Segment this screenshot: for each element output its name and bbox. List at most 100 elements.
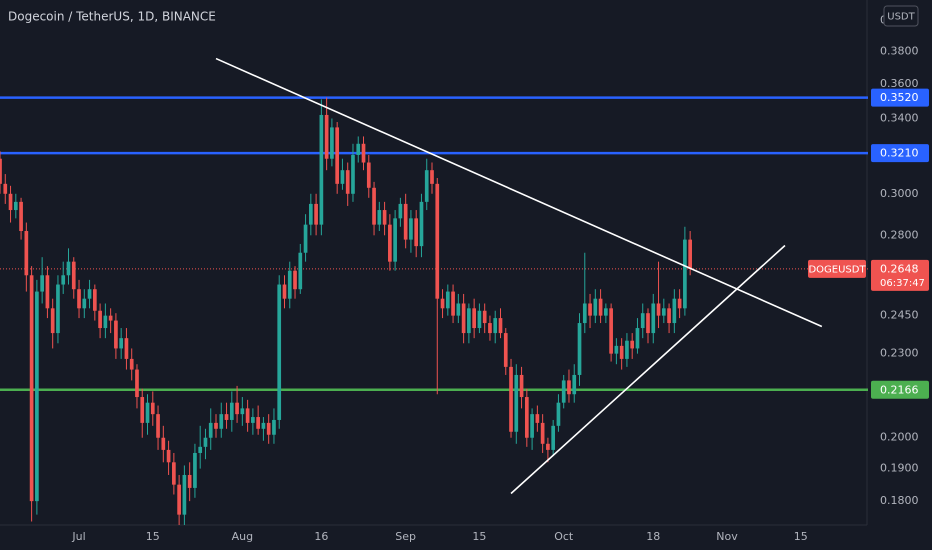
candle-body [135, 369, 139, 398]
candle-body [177, 484, 181, 515]
candle-body [614, 345, 619, 354]
candle-body [556, 402, 561, 426]
candle-body [451, 291, 455, 316]
candle-body [340, 170, 345, 184]
x-tick-label: 16 [314, 530, 328, 543]
candle-body [261, 422, 266, 429]
candle-body [182, 474, 187, 515]
candle-body [403, 203, 408, 240]
candle-body [540, 422, 545, 444]
candle-body [646, 313, 650, 334]
candle-body [419, 201, 424, 247]
candle-body [229, 402, 234, 420]
candle-body [551, 425, 556, 450]
candle-body [519, 374, 524, 398]
candle-body [688, 239, 692, 269]
candle-body [187, 474, 192, 488]
candle-body [77, 289, 81, 309]
candle-body [561, 380, 566, 403]
candle-body [356, 143, 361, 155]
symbol-label-box [808, 259, 866, 278]
candle-body [683, 239, 687, 309]
price-label-box [871, 259, 929, 291]
candle-body [277, 284, 282, 420]
candle-body [245, 408, 250, 423]
x-tick-label: Sep [395, 530, 416, 543]
candle-body [366, 162, 371, 188]
candle-body [577, 323, 582, 375]
candle-body [50, 308, 55, 334]
x-tick-label: Jul [71, 530, 85, 543]
candle-body [372, 187, 376, 225]
x-tick-label: 15 [472, 530, 486, 543]
candle-body [19, 201, 23, 232]
candle-body [488, 323, 492, 334]
candle-body [324, 114, 329, 159]
candle-body [445, 291, 450, 309]
candle-body [35, 291, 39, 502]
x-tick-label: Oct [554, 530, 574, 543]
candle-body [140, 397, 145, 423]
candle-body [29, 275, 34, 502]
candle-body [87, 289, 92, 299]
candle-body [256, 417, 260, 429]
candle-body [156, 414, 160, 438]
level-label: 0.3210 [880, 147, 919, 160]
plot [0, 57, 868, 525]
candle-body [166, 449, 171, 463]
candle-body [224, 414, 229, 420]
y-tick-label: 0.1900 [880, 462, 919, 475]
candle-body [287, 270, 292, 299]
candle-body [567, 380, 571, 395]
candle-body [8, 193, 13, 211]
candle-body [524, 397, 529, 438]
y-tick-label: 0.1800 [880, 494, 919, 507]
candle-body [330, 127, 334, 159]
candle-body [61, 275, 66, 285]
candle-body [208, 422, 213, 438]
x-tick-label: Aug [232, 530, 253, 543]
candle-body [635, 328, 640, 349]
candle-body [630, 340, 635, 349]
candle-body [193, 452, 197, 488]
y-tick-label: 0.3600 [880, 77, 919, 90]
candle-body [172, 462, 176, 485]
candle-body [56, 284, 60, 334]
trend-line [510, 244, 786, 495]
candle-body [514, 374, 519, 432]
candle-body [382, 210, 387, 225]
candle-body [282, 284, 287, 299]
candle-body [98, 310, 102, 329]
level-label: 0.2166 [880, 383, 919, 396]
candle-body [13, 201, 18, 211]
candle-body [219, 414, 224, 429]
y-tick-label: 0.2300 [880, 347, 919, 360]
x-tick-label: 15 [146, 530, 160, 543]
candle-body [45, 275, 50, 309]
candle-body [424, 170, 429, 202]
candle-body [503, 333, 508, 367]
x-tick-label: 15 [794, 530, 808, 543]
candle-body [351, 154, 355, 194]
y-tick-label: 0.3000 [880, 187, 919, 200]
candle-body [619, 345, 624, 359]
candle-body [235, 402, 239, 415]
candle-body [414, 218, 419, 247]
candle-body [409, 218, 413, 240]
candle-body [272, 419, 276, 435]
candle-body [71, 261, 76, 290]
candle-body [672, 298, 677, 324]
candle-body [677, 298, 682, 309]
candle-body [604, 308, 608, 316]
candle-body [198, 446, 203, 453]
y-tick-label: 0.2450 [880, 309, 919, 322]
currency-box [883, 5, 919, 27]
candle-body [293, 270, 297, 290]
x-tick-label: Nov [716, 530, 738, 543]
candle-body [319, 114, 324, 225]
candle-body [440, 298, 445, 309]
symbol-label: DOGEUSDT [808, 264, 866, 275]
candle-body [240, 408, 245, 415]
candle-body [114, 320, 118, 349]
